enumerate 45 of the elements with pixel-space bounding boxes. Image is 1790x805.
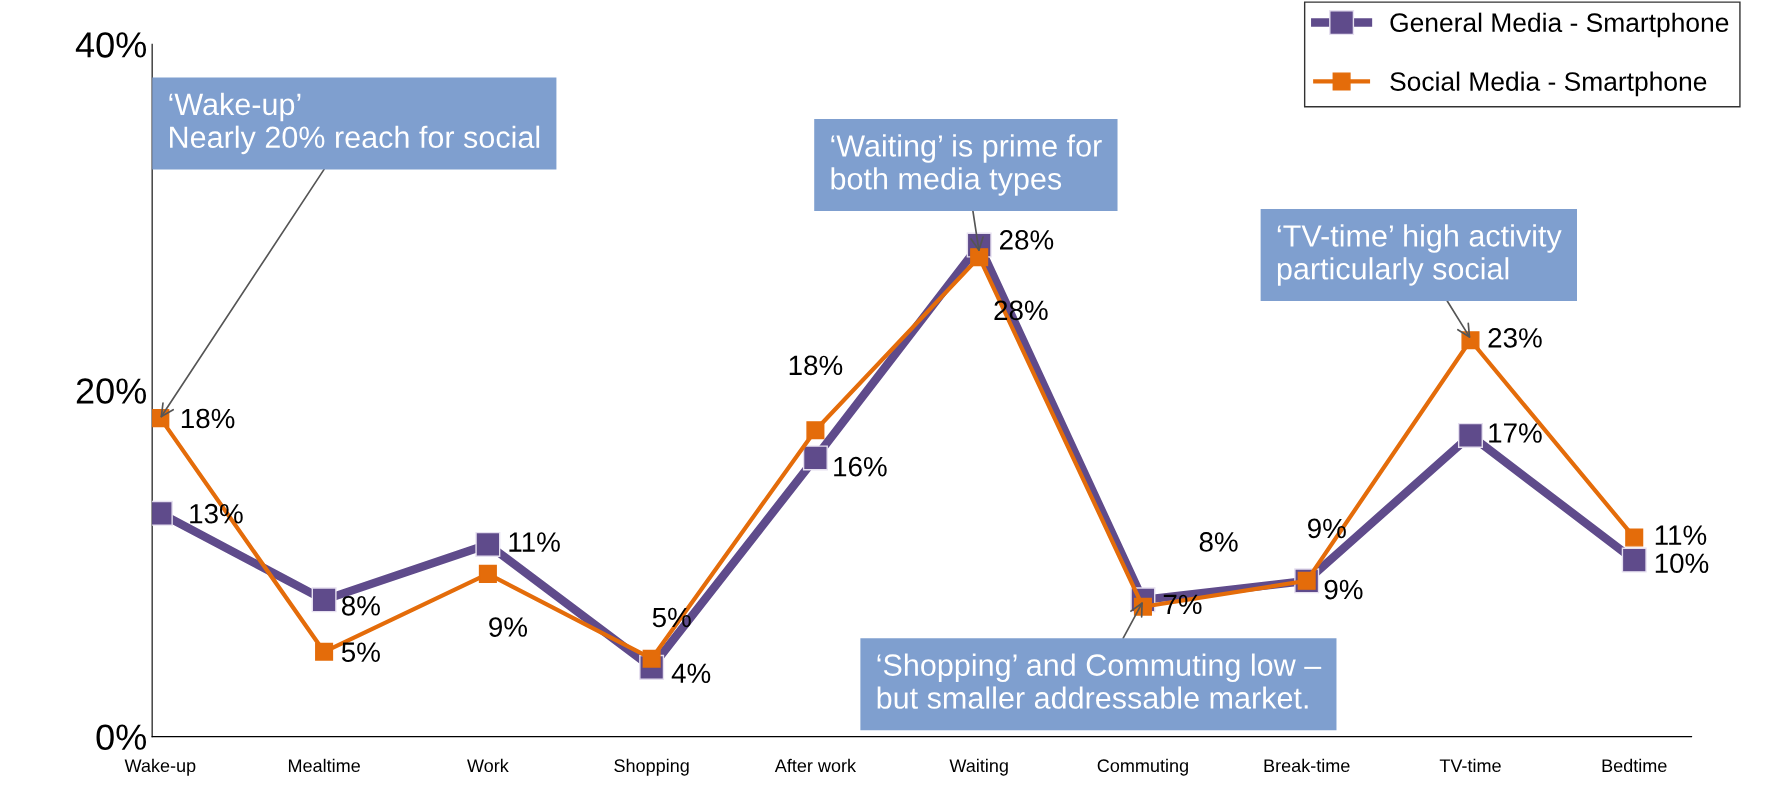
data-label: 5% [341, 642, 380, 662]
x-tick-label: Wake-up [124, 758, 196, 776]
point [315, 642, 334, 661]
data-label: 4% [671, 663, 711, 684]
data-label: 28% [1000, 230, 1054, 250]
x-tick-label: Mealtime [288, 758, 360, 773]
data-label: 8% [341, 595, 380, 616]
point [806, 421, 825, 440]
x-tick-label: Waiting [949, 758, 1008, 776]
annotation: ‘Shopping’ and Commuting low – but smaller addressable market. [877, 653, 1322, 709]
annotation: ‘Wake-up’ Nearly 20% reach for social [169, 92, 540, 155]
y-tick-label: 40% [75, 32, 147, 58]
point [478, 564, 497, 583]
annotation: ‘TV-time’ high activity particularly social [1277, 224, 1562, 286]
point [1457, 422, 1483, 448]
data-label: 10% [1655, 553, 1709, 574]
point [802, 445, 828, 471]
data-label: 11% [509, 532, 560, 552]
point [1625, 528, 1644, 547]
data-label: 9% [489, 617, 528, 637]
data-label: 18% [181, 408, 235, 429]
point [1461, 331, 1480, 350]
data-label: 18% [789, 355, 843, 376]
point [1621, 547, 1647, 573]
point [475, 531, 501, 557]
data-label: 8% [1199, 532, 1238, 552]
x-tick-label: After work [774, 758, 857, 773]
y-tick-label: 20% [76, 378, 147, 404]
data-label: 17% [1489, 423, 1542, 443]
x-tick-label: TV-time [1439, 758, 1501, 773]
point [970, 248, 989, 267]
data-label: 9% [1324, 579, 1363, 600]
data-label: 16% [834, 456, 887, 477]
annotation: ‘Waiting’ is prime for both media types [831, 134, 1102, 196]
data-label: 23% [1488, 328, 1542, 348]
x-tick-label: Work [467, 758, 509, 773]
legend-label: Social Media - Smartphone [1390, 71, 1707, 97]
legend-label: General Media - Smartphone [1390, 12, 1729, 38]
x-tick-label: Bedtime [1602, 758, 1667, 773]
x-tick-label: Commuting [1097, 758, 1188, 776]
x-tick-label: Shopping [614, 758, 689, 776]
y-tick-label: 0% [96, 724, 146, 751]
data-label: 11% [1655, 525, 1707, 545]
point [311, 587, 337, 613]
x-tick-label: Break-time [1264, 758, 1350, 773]
